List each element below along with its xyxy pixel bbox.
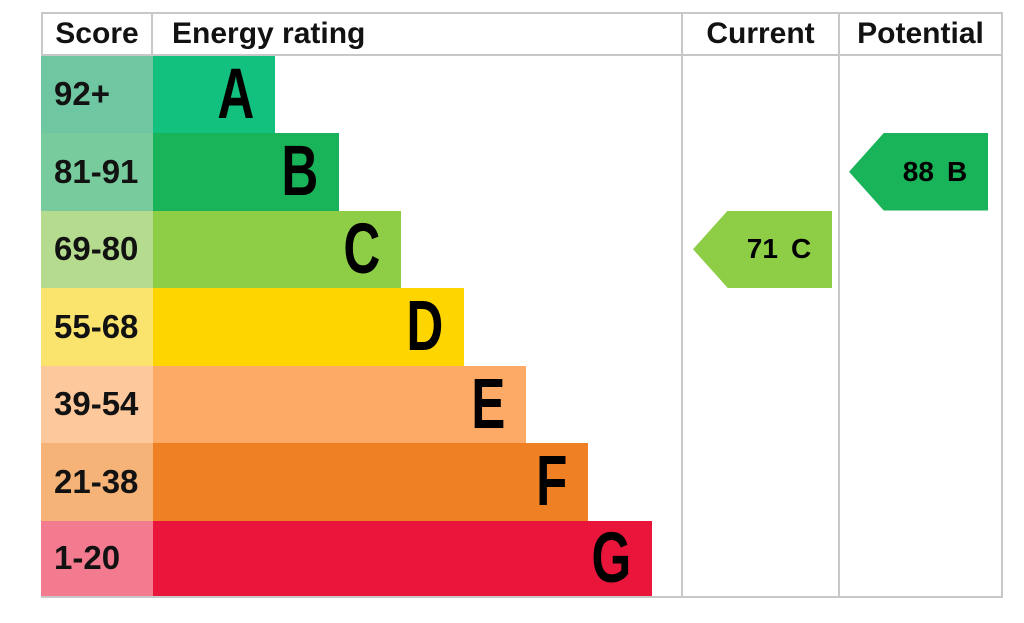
rating-bar-e: E <box>153 364 526 444</box>
rating-bar-f: F <box>153 443 588 521</box>
score-range-cell: 81-91 <box>41 133 153 211</box>
current-rating-band: C <box>790 233 812 265</box>
band-letter: F <box>535 442 567 522</box>
potential-column-cell <box>838 210 1003 288</box>
potential-column-cell <box>838 520 1003 598</box>
score-range-cell: 39-54 <box>41 365 153 443</box>
rating-bar-cell: C <box>153 209 681 289</box>
rating-bar-cell: D <box>153 288 681 366</box>
rating-bar-d: D <box>153 288 464 366</box>
rating-bar-b: B <box>153 133 339 211</box>
potential-column-cell: 88 B <box>838 133 1003 211</box>
current-column-cell: 71 C <box>681 210 838 288</box>
current-column-cell <box>681 133 838 211</box>
current-column-cell <box>681 365 838 443</box>
score-range-cell: 92+ <box>41 55 153 133</box>
current-column-cell <box>681 288 838 366</box>
potential-column-cell <box>838 443 1003 521</box>
header-potential: Potential <box>838 12 1003 56</box>
band-letter: B <box>281 132 318 212</box>
current-column-cell <box>681 520 838 598</box>
score-range-cell: 21-38 <box>41 443 153 521</box>
potential-rating-value: 88 <box>902 155 934 187</box>
band-letter: A <box>217 54 254 134</box>
current-rating-arrow: 71 C <box>693 210 832 288</box>
potential-column-cell <box>838 288 1003 366</box>
header-energy-rating: Energy rating <box>153 12 681 56</box>
potential-column-cell <box>838 55 1003 133</box>
rating-bar-a: A <box>153 54 275 134</box>
current-rating-value: 71 <box>746 233 778 265</box>
rating-bar-c: C <box>153 209 401 289</box>
band-letter: E <box>470 364 505 444</box>
score-range-cell: 69-80 <box>41 210 153 288</box>
rating-bar-cell: A <box>153 54 681 134</box>
rating-bar-cell: B <box>153 133 681 211</box>
header-score: Score <box>41 12 153 56</box>
band-letter: D <box>406 287 443 367</box>
epc-table: Score Energy rating Current Potential 92… <box>41 12 1003 598</box>
rating-bar-g: G <box>153 518 652 598</box>
rating-bar-cell: E <box>153 364 681 444</box>
score-range-cell: 1-20 <box>41 520 153 598</box>
rating-bar-cell: F <box>153 443 681 521</box>
current-column-cell <box>681 55 838 133</box>
potential-rating-band: B <box>946 155 968 187</box>
potential-column-cell <box>838 365 1003 443</box>
score-range-cell: 55-68 <box>41 288 153 366</box>
band-letter: C <box>343 209 380 289</box>
potential-rating-arrow: 88 B <box>849 133 988 211</box>
current-column-cell <box>681 443 838 521</box>
band-letter: G <box>591 518 631 598</box>
header-current: Current <box>681 12 838 56</box>
rating-bar-cell: G <box>153 518 681 598</box>
